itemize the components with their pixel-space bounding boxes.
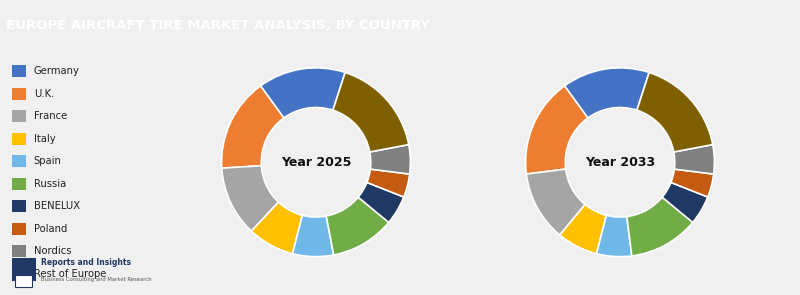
Wedge shape <box>637 73 713 152</box>
Bar <box>12 178 26 190</box>
Wedge shape <box>674 145 714 174</box>
Wedge shape <box>333 73 409 152</box>
Text: U.K.: U.K. <box>34 89 54 99</box>
Wedge shape <box>526 86 588 174</box>
Text: Reports and Insights: Reports and Insights <box>41 258 131 267</box>
Bar <box>15 275 32 287</box>
Wedge shape <box>662 182 708 222</box>
Text: Business Consulting and Market Research: Business Consulting and Market Research <box>41 277 152 282</box>
Wedge shape <box>560 204 606 254</box>
Text: Poland: Poland <box>34 224 67 234</box>
Text: Rest of Europe: Rest of Europe <box>34 269 106 279</box>
Wedge shape <box>526 169 585 235</box>
Wedge shape <box>671 169 714 197</box>
Text: BENELUX: BENELUX <box>34 201 80 212</box>
Bar <box>12 65 26 78</box>
Wedge shape <box>293 215 334 257</box>
Bar <box>12 200 26 212</box>
Bar <box>12 268 26 280</box>
Wedge shape <box>222 166 278 231</box>
Wedge shape <box>222 86 284 168</box>
Bar <box>12 258 36 281</box>
Bar <box>12 245 26 258</box>
Wedge shape <box>261 68 345 118</box>
Text: Year 2033: Year 2033 <box>585 156 655 169</box>
Text: Year 2025: Year 2025 <box>281 156 351 169</box>
Bar <box>12 155 26 168</box>
Wedge shape <box>597 215 632 257</box>
Wedge shape <box>251 202 302 254</box>
Wedge shape <box>326 197 389 255</box>
Bar <box>12 133 26 145</box>
Wedge shape <box>370 145 410 174</box>
Bar <box>12 223 26 235</box>
Text: Nordics: Nordics <box>34 246 71 256</box>
Text: Germany: Germany <box>34 66 80 76</box>
Wedge shape <box>627 197 693 256</box>
Wedge shape <box>367 169 410 197</box>
Wedge shape <box>565 68 649 118</box>
Text: Spain: Spain <box>34 156 62 166</box>
Text: France: France <box>34 112 67 121</box>
Wedge shape <box>358 182 404 222</box>
Bar <box>12 88 26 100</box>
Text: EUROPE AIRCRAFT TIRE MARKET ANALYSIS, BY COUNTRY: EUROPE AIRCRAFT TIRE MARKET ANALYSIS, BY… <box>6 19 430 32</box>
Text: Italy: Italy <box>34 134 55 144</box>
Bar <box>12 110 26 122</box>
Text: Russia: Russia <box>34 179 66 189</box>
